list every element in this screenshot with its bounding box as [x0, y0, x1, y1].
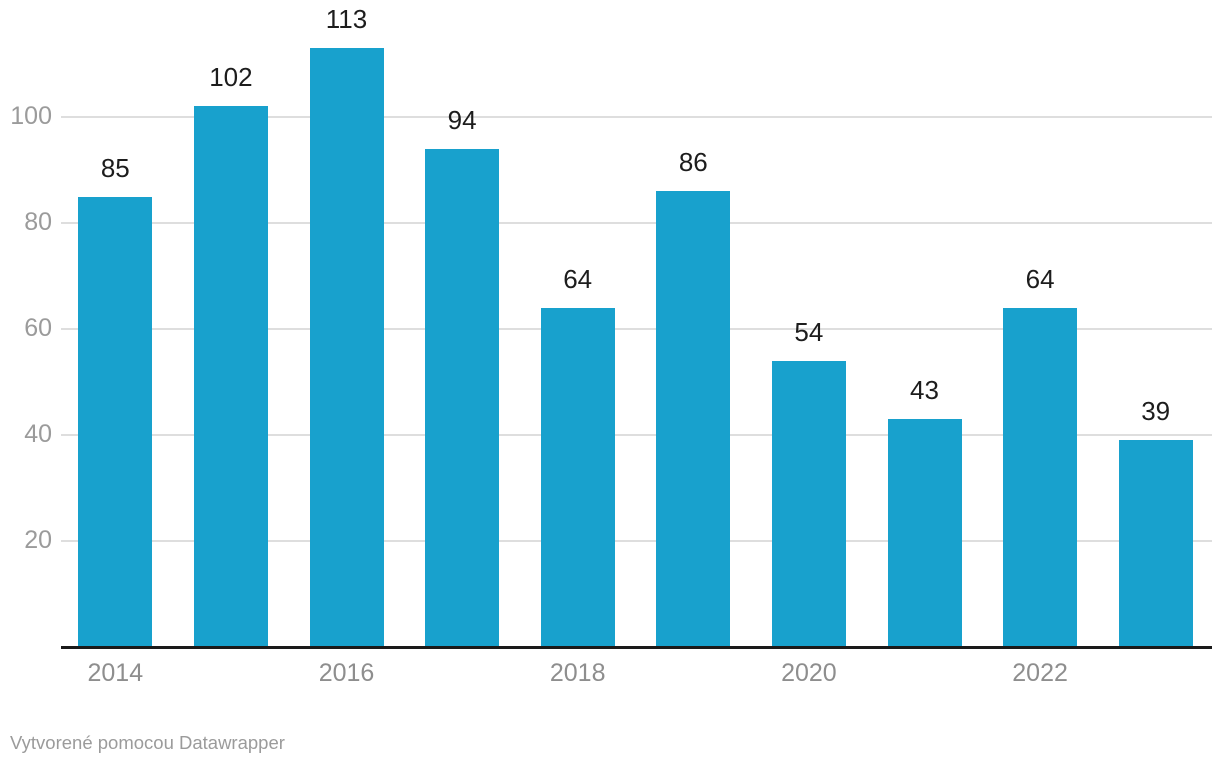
value-label-2022: 64 [1025, 263, 1055, 294]
y-gridline-20 [61, 540, 1212, 542]
bar-2018[interactable] [540, 307, 615, 647]
value-label-2021: 43 [910, 375, 939, 406]
bar-2020[interactable] [771, 360, 846, 647]
value-label-2018: 64 [563, 263, 593, 294]
y-gridline-60 [61, 328, 1212, 330]
y-gridline-100 [61, 116, 1212, 118]
value-label-2016: 113 [325, 4, 368, 35]
y-gridline-80 [61, 222, 1212, 224]
bar-2016[interactable] [309, 48, 384, 647]
value-label-2023: 39 [1141, 396, 1171, 427]
bar-2017[interactable] [425, 148, 500, 647]
bar-2022[interactable] [1003, 307, 1078, 647]
y-axis-tick-label: 40 [24, 420, 52, 448]
bar-2023[interactable] [1118, 440, 1193, 647]
x-axis-tick-label-2014: 2014 [87, 659, 144, 687]
x-axis-tick-label-2018: 2018 [549, 659, 606, 687]
bar-2021[interactable] [887, 419, 962, 647]
value-label-2014: 85 [100, 152, 130, 183]
x-axis-tick-label-2022: 2022 [1012, 659, 1068, 687]
y-axis-tick-label: 100 [10, 102, 52, 130]
bar-2014[interactable] [78, 196, 153, 647]
datawrapper-attribution-link[interactable]: Vytvorené pomocou Datawrapper [10, 732, 285, 753]
x-axis-baseline [61, 645, 1212, 649]
y-axis-tick-label: 20 [24, 526, 52, 554]
value-label-2017: 94 [447, 104, 477, 135]
y-gridline-40 [61, 434, 1212, 436]
y-axis-tick-label: 60 [24, 314, 52, 342]
value-label-2020: 54 [794, 316, 824, 347]
value-label-2015: 102 [209, 62, 253, 93]
y-axis-tick-label: 80 [24, 208, 52, 236]
x-axis-tick-label-2020: 2020 [781, 659, 837, 687]
bar-2019[interactable] [656, 191, 731, 647]
x-axis-tick-label-2016: 2016 [318, 659, 375, 687]
value-label-2019: 86 [678, 147, 708, 178]
bar-2015[interactable] [193, 106, 268, 647]
chart-footer: Vytvorené pomocou Datawrapper [10, 731, 285, 755]
